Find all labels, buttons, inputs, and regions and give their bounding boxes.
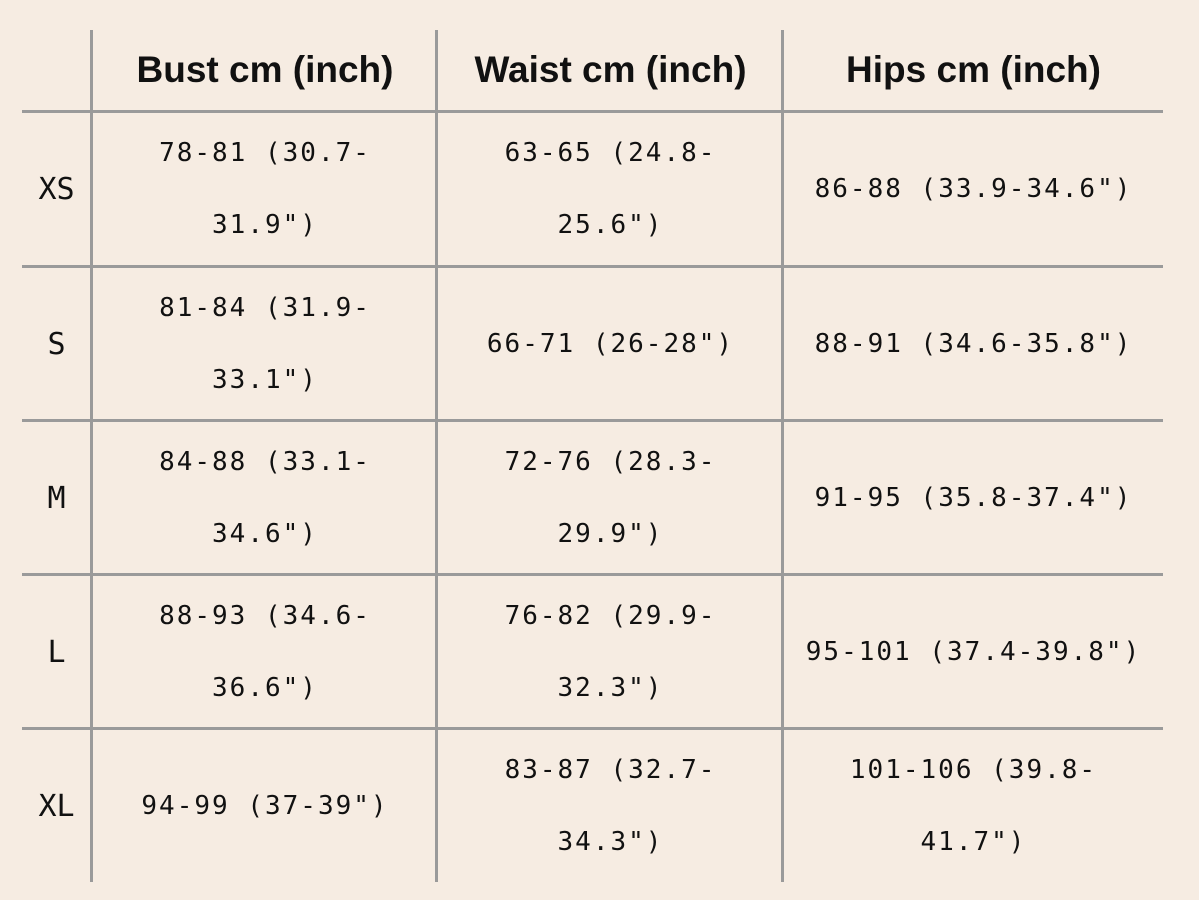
column-divider [90,30,93,882]
size-label: XL [38,788,75,824]
size-label: XS [38,171,75,207]
measurement: 72-76 (28.3-29.9") [504,447,717,549]
measurement: 81-84 (31.9-33.1") [159,293,371,395]
row-divider [22,110,1163,113]
measurement: 101-106 (39.8-41.7") [849,755,1098,857]
size-label: M [47,480,66,516]
measurement: 86-88 (33.9-34.6") [814,174,1133,204]
row-divider [22,573,1163,576]
measurement: 84-88 (33.1-34.6") [159,447,371,549]
measurement: 88-91 (34.6-35.8") [814,329,1133,359]
row-divider [22,419,1163,422]
measurement: 88-93 (34.6-36.6") [159,601,371,703]
column-divider [781,30,784,882]
row-divider [22,727,1163,730]
measurement: 66-71 (26-28") [486,329,735,359]
size-label: L [47,634,66,670]
measurement: 83-87 (32.7-34.3") [504,755,717,857]
row-divider [22,265,1163,268]
size-label: S [47,326,66,362]
measurement: 94-99 (37-39") [141,791,389,821]
column-header: Waist cm (inch) [474,49,747,90]
measurement: 91-95 (35.8-37.4") [814,483,1133,513]
measurement: 78-81 (30.7-31.9") [159,138,371,240]
column-divider [435,30,438,882]
measurement: 95-101 (37.4-39.8") [805,637,1142,667]
column-header: Bust cm (inch) [136,49,394,90]
column-header: Hips cm (inch) [846,49,1101,90]
measurement: 76-82 (29.9-32.3") [504,601,717,703]
measurement: 63-65 (24.8-25.6") [504,138,717,240]
